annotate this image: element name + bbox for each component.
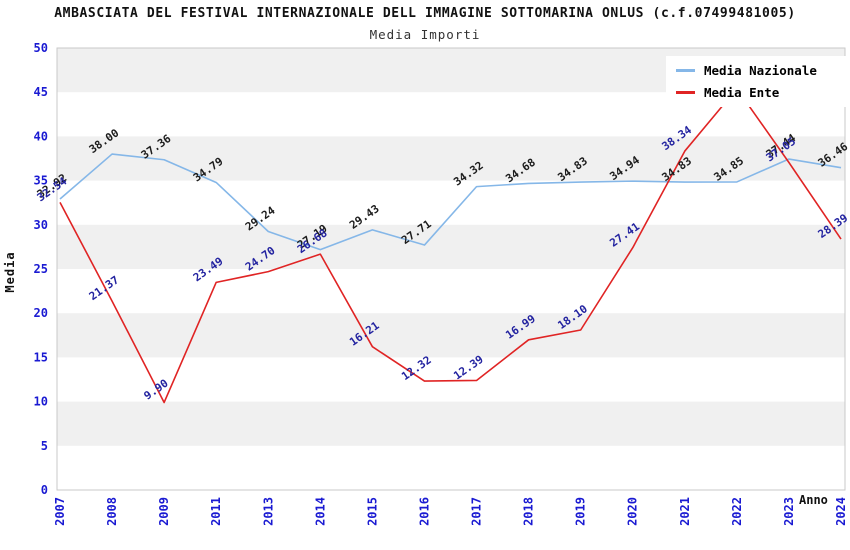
- chart-subtitle: Media Importi: [369, 27, 481, 42]
- y-tick-label: 35: [34, 174, 48, 188]
- x-tick-label: 2021: [678, 497, 692, 526]
- x-tick-label: 2023: [782, 497, 796, 526]
- grid-band: [57, 401, 845, 446]
- x-tick-label: 2015: [365, 497, 379, 526]
- y-tick-label: 20: [34, 306, 48, 320]
- series-line-media-nazionale: [59, 153, 842, 251]
- media-ente-line-swatch-icon: [676, 91, 695, 94]
- media-nazionale-line-swatch-icon: [676, 69, 695, 72]
- legend-item-media-ente: Media Ente: [676, 85, 846, 100]
- plot-border: [56, 47, 846, 491]
- grid-band: [57, 136, 845, 181]
- y-tick-label: 30: [34, 218, 48, 232]
- legend-item-media-nazionale: Media Nazionale: [676, 63, 846, 78]
- x-tick-label: 2011: [209, 497, 223, 526]
- x-tick-label: 2014: [313, 497, 327, 526]
- y-tick-label: 25: [34, 262, 48, 276]
- x-tick-label: 2013: [261, 497, 275, 526]
- y-tick-label: 40: [34, 129, 48, 143]
- data-label: 21.37: [87, 273, 122, 303]
- x-tick-label: 2022: [730, 497, 744, 526]
- y-tick-label: 45: [34, 85, 48, 99]
- series-line-media-ente: [59, 87, 842, 404]
- x-tick-label: 2007: [53, 497, 67, 526]
- y-tick-label: 5: [41, 439, 48, 453]
- chart-title: AMBASCIATA DEL FESTIVAL INTERNAZIONALE D…: [54, 6, 796, 21]
- x-tick-label: 2009: [157, 497, 171, 526]
- legend-label: Media Ente: [704, 85, 780, 100]
- y-tick-label: 15: [34, 350, 48, 364]
- y-tick-label: 50: [34, 41, 48, 55]
- legend-label: Media Nazionale: [704, 63, 817, 78]
- x-tick-label: 2024: [834, 497, 848, 526]
- grid-band: [57, 313, 845, 358]
- y-tick-label: 0: [41, 483, 48, 497]
- grid-band: [57, 224, 845, 269]
- x-tick-label: 2020: [626, 497, 640, 526]
- x-axis-title: Anno: [799, 493, 828, 507]
- legend: Media Nazionale Media Ente: [666, 56, 846, 107]
- data-label: 12.32: [399, 353, 434, 383]
- y-tick-label: 10: [34, 395, 48, 409]
- x-tick-label: 2017: [470, 497, 484, 526]
- x-tick-label: 2019: [574, 497, 588, 526]
- x-tick-label: 2008: [105, 497, 119, 526]
- x-tick-label: 2018: [522, 497, 536, 526]
- x-tick-label: 2016: [417, 497, 431, 526]
